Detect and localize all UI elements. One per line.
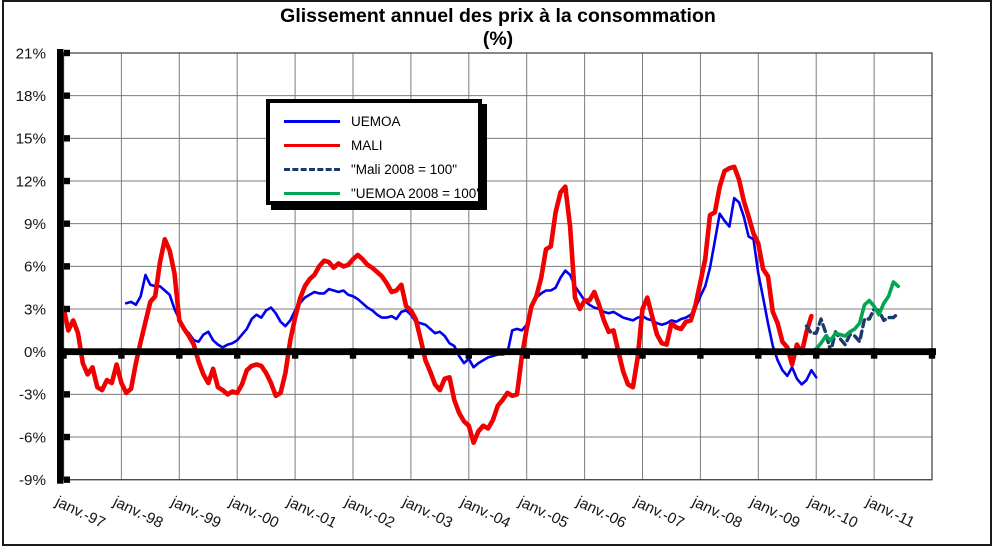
x-axis-tick: [581, 348, 588, 359]
series-line-mali-2008-100: [804, 307, 900, 354]
series-line-uemoa-2008-100: [814, 280, 901, 351]
x-tick-label: janv.-97: [52, 493, 108, 532]
x-axis-tick: [118, 348, 125, 359]
y-tick-label: -3%: [19, 387, 46, 404]
x-tick-label: janv.-05: [515, 493, 571, 532]
y-axis-tick: [64, 433, 70, 441]
y-axis-bar: [57, 49, 64, 484]
y-tick-label: 0%: [24, 344, 46, 361]
x-axis-tick: [465, 348, 472, 359]
x-axis-tick: [523, 348, 530, 359]
x-tick-label: janv.-11: [862, 493, 917, 531]
x-tick-label: janv.-03: [399, 493, 455, 532]
y-tick-label: -6%: [19, 429, 46, 446]
x-axis-tick: [291, 348, 299, 359]
y-axis-tick: [64, 220, 70, 227]
x-tick-label: janv.-01: [283, 493, 339, 532]
x-axis-tick: [928, 348, 936, 359]
y-tick-label: 15%: [16, 131, 46, 148]
chart-title-line1: Glissement annuel des prix à la consomma…: [280, 5, 716, 27]
x-tick-label: janv.-06: [573, 493, 629, 532]
legend-box: UEMOA MALI "Mali 2008 = 100" "UEMOA 2008 = …: [266, 99, 482, 205]
x-tick-label: janv.-04: [457, 493, 513, 532]
y-tick-label: -9%: [19, 472, 46, 489]
chart-title: Glissement annuel des prix à la consomma…: [63, 5, 933, 50]
x-axis-tick: [870, 348, 878, 359]
legend-label-uemoa-2008-100: "UEMOA 2008 = 100": [351, 185, 482, 201]
x-tick-label: janv.-07: [631, 493, 687, 532]
x-axis-tick: [176, 348, 183, 359]
y-axis-tick: [64, 263, 70, 270]
chart-title-line2: (%): [482, 27, 514, 50]
x-tick-label: janv.-09: [747, 493, 803, 532]
legend-item-mali-2008-100: "Mali 2008 = 100": [270, 157, 478, 181]
x-axis-tick: [639, 348, 646, 359]
x-tick-label: janv.-08: [689, 493, 745, 532]
y-tick-label: 9%: [24, 216, 46, 233]
legend-item-uemoa: UEMOA: [270, 109, 478, 133]
legend-item-mali: MALI: [270, 133, 478, 157]
y-axis-tick: [64, 92, 70, 99]
y-tick-label: 12%: [16, 173, 46, 190]
x-axis-tick: [234, 348, 241, 359]
series-line-mali: [61, 164, 814, 446]
legend-item-uemoa-2008-100: "UEMOA 2008 = 100": [270, 181, 482, 205]
x-axis-tick: [407, 348, 415, 359]
y-axis-tick: [64, 391, 70, 398]
y-axis-tick: [64, 305, 70, 313]
legend-line-sample-uemoa: [284, 119, 340, 123]
x-tick-label: janv.-02: [341, 493, 397, 532]
legend-line-sample-mali: [284, 143, 340, 147]
legend-line-sample-mali-2008-100: [284, 167, 340, 171]
y-axis-tick: [64, 476, 70, 483]
x-axis-tick: [813, 348, 820, 359]
x-axis-tick: [349, 348, 357, 359]
y-tick-label: 3%: [24, 301, 46, 318]
legend-line-sample-uemoa-2008-100: [284, 191, 340, 195]
legend-label-mali: MALI: [351, 137, 383, 153]
x-tick-label: janv.-98: [110, 493, 166, 532]
x-tick-label: janv.-99: [168, 493, 224, 532]
y-axis-tick: [64, 49, 70, 57]
y-tick-label: 18%: [16, 88, 46, 105]
x-axis-tick: [755, 348, 762, 359]
legend-label-mali-2008-100: "Mali 2008 = 100": [351, 161, 458, 177]
y-axis-tick: [64, 135, 70, 142]
x-tick-label: janv.-10: [805, 493, 861, 532]
legend-label-uemoa: UEMOA: [351, 113, 401, 129]
series-line-uemoa: [124, 196, 818, 386]
y-tick-label: 21%: [16, 45, 46, 62]
y-axis-tick: [64, 177, 70, 185]
x-tick-label: janv.-00: [226, 493, 282, 532]
x-axis-tick: [60, 348, 67, 359]
y-tick-label: 6%: [24, 259, 46, 276]
zero-axis-bar: [57, 348, 936, 356]
x-axis-tick: [697, 348, 704, 359]
